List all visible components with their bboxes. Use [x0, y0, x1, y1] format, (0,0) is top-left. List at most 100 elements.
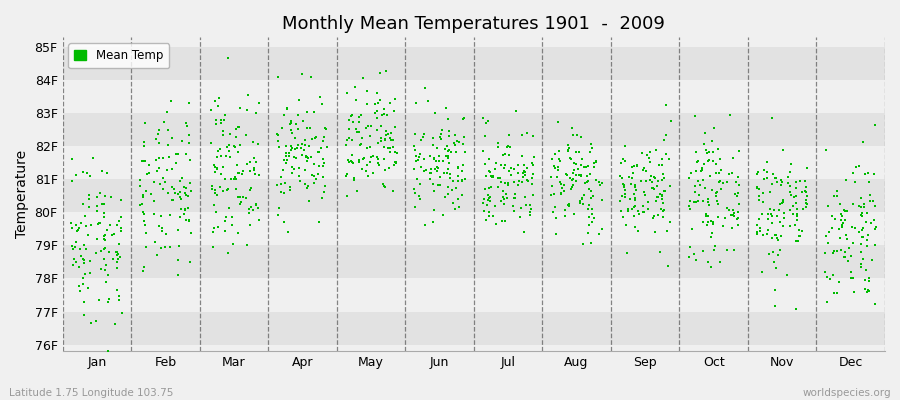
Point — [441, 152, 455, 159]
Point — [451, 164, 465, 170]
Point — [156, 175, 170, 182]
Point — [181, 140, 195, 146]
Point — [650, 194, 664, 200]
Point — [757, 175, 771, 182]
Point — [491, 139, 505, 146]
Point — [564, 184, 579, 190]
Point — [418, 168, 432, 174]
Point — [442, 128, 456, 134]
Point — [448, 206, 463, 212]
Point — [575, 196, 590, 202]
Point — [480, 173, 494, 179]
Point — [169, 151, 184, 158]
Point — [590, 177, 604, 184]
Point — [284, 120, 298, 126]
Point — [581, 230, 596, 236]
Point — [636, 208, 651, 215]
Point — [355, 166, 369, 172]
Point — [303, 124, 318, 131]
Point — [640, 199, 654, 205]
Point — [430, 168, 445, 174]
Point — [244, 185, 258, 191]
Point — [229, 176, 243, 182]
Point — [518, 172, 532, 178]
Point — [765, 212, 779, 219]
Point — [307, 160, 321, 167]
Point — [433, 174, 447, 180]
Point — [220, 250, 235, 256]
Point — [567, 166, 581, 173]
Point — [583, 171, 598, 177]
Point — [765, 234, 779, 241]
Point — [147, 198, 161, 204]
Point — [501, 151, 516, 158]
Point — [651, 194, 665, 200]
Point — [526, 154, 541, 160]
Point — [566, 170, 580, 176]
Point — [409, 153, 423, 160]
Point — [585, 145, 599, 151]
Point — [585, 219, 599, 225]
Point — [616, 181, 630, 187]
Point — [446, 140, 461, 146]
Point — [627, 191, 642, 197]
Point — [832, 235, 847, 242]
Point — [653, 191, 668, 198]
Point — [239, 106, 254, 113]
Point — [173, 189, 187, 196]
Point — [833, 217, 848, 223]
Point — [503, 165, 517, 172]
Point — [246, 207, 260, 214]
Point — [148, 238, 162, 245]
Point — [147, 211, 161, 218]
Point — [855, 210, 869, 216]
Point — [243, 222, 257, 228]
Point — [726, 207, 741, 214]
Point — [302, 142, 317, 149]
Point — [756, 199, 770, 205]
Point — [659, 132, 673, 138]
Point — [231, 170, 246, 176]
Point — [653, 206, 668, 212]
Point — [428, 110, 442, 116]
Point — [347, 83, 362, 90]
Point — [789, 179, 804, 186]
Point — [724, 112, 738, 118]
Point — [390, 150, 404, 156]
Point — [312, 219, 327, 225]
Point — [491, 184, 505, 190]
Bar — [62, 212, 885, 246]
Point — [769, 175, 783, 181]
Point — [176, 184, 191, 190]
Point — [161, 142, 176, 148]
Point — [454, 178, 469, 184]
Point — [627, 195, 642, 201]
Point — [663, 118, 678, 124]
Point — [209, 117, 223, 124]
Point — [613, 173, 627, 180]
Point — [575, 201, 590, 207]
Point — [662, 183, 677, 189]
Point — [97, 237, 112, 244]
Point — [283, 187, 297, 193]
Point — [76, 260, 91, 266]
Point — [504, 172, 518, 178]
Point — [691, 158, 706, 165]
Point — [94, 248, 109, 254]
Point — [179, 120, 194, 126]
Point — [428, 156, 442, 163]
Point — [372, 161, 386, 168]
Point — [111, 256, 125, 262]
Point — [730, 192, 744, 199]
Point — [76, 200, 91, 207]
Point — [210, 154, 224, 160]
Point — [113, 214, 128, 221]
Bar — [62, 246, 885, 278]
Point — [76, 275, 91, 281]
Point — [595, 196, 609, 203]
Point — [302, 198, 316, 205]
Point — [500, 144, 514, 150]
Point — [776, 146, 790, 153]
Point — [341, 158, 356, 165]
Point — [646, 213, 661, 219]
